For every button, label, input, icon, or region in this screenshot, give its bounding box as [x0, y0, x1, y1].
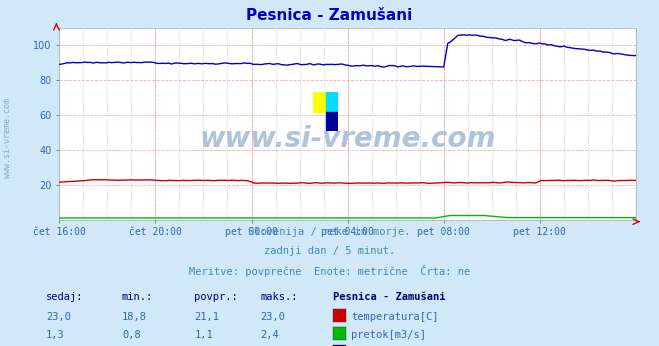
Text: www.si-vreme.com: www.si-vreme.com — [3, 98, 13, 179]
Text: Pesnica - Zamušani: Pesnica - Zamušani — [246, 8, 413, 22]
Text: maks.:: maks.: — [260, 292, 298, 302]
Text: temperatura[C]: temperatura[C] — [351, 312, 439, 322]
Text: 1,1: 1,1 — [194, 330, 213, 340]
Text: 2,4: 2,4 — [260, 330, 279, 340]
Text: 0,8: 0,8 — [122, 330, 140, 340]
Bar — [326, 92, 338, 111]
Text: pretok[m3/s]: pretok[m3/s] — [351, 330, 426, 340]
Text: Pesnica - Zamušani: Pesnica - Zamušani — [333, 292, 445, 302]
Text: povpr.:: povpr.: — [194, 292, 238, 302]
Text: 23,0: 23,0 — [260, 312, 285, 322]
Bar — [326, 111, 338, 131]
Text: 21,1: 21,1 — [194, 312, 219, 322]
Text: www.si-vreme.com: www.si-vreme.com — [200, 125, 496, 153]
Text: Slovenija / reke in morje.: Slovenija / reke in morje. — [248, 227, 411, 237]
Text: 18,8: 18,8 — [122, 312, 147, 322]
Text: sedaj:: sedaj: — [46, 292, 84, 302]
Bar — [313, 92, 326, 111]
Text: Meritve: povprečne  Enote: metrične  Črta: ne: Meritve: povprečne Enote: metrične Črta:… — [189, 265, 470, 277]
Text: 23,0: 23,0 — [46, 312, 71, 322]
Text: zadnji dan / 5 minut.: zadnji dan / 5 minut. — [264, 246, 395, 256]
Text: 1,3: 1,3 — [46, 330, 65, 340]
Text: min.:: min.: — [122, 292, 153, 302]
